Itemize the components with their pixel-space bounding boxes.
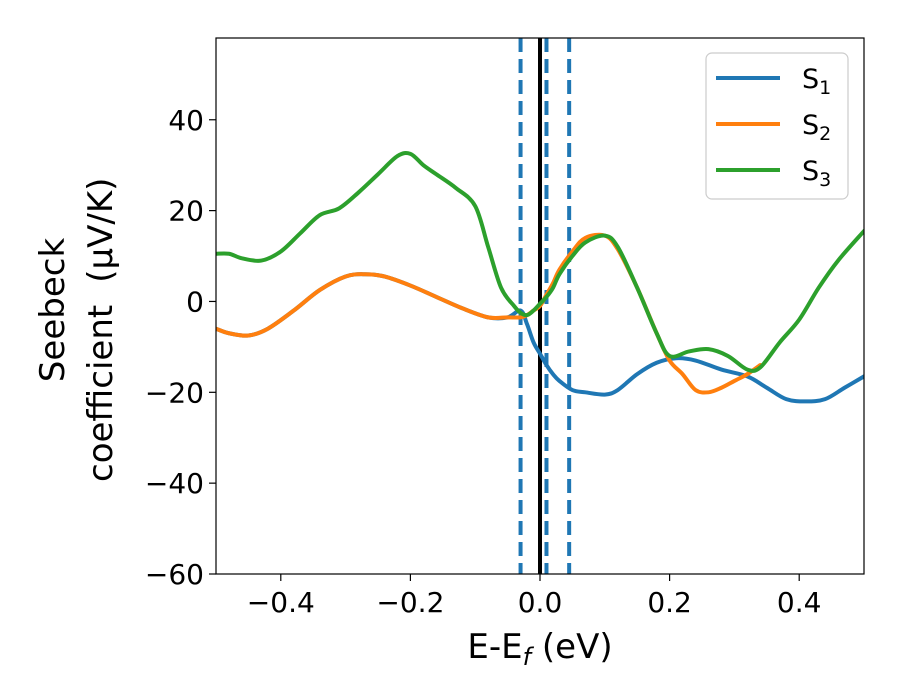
x-axis-label-unit: (eV) xyxy=(531,627,613,667)
legend-label-subscript: 1 xyxy=(819,77,831,99)
x-tick-label: −0.2 xyxy=(376,586,444,619)
y-tick-label: 0 xyxy=(186,285,204,318)
y-tick-label: −40 xyxy=(145,467,204,500)
legend-label-main: S xyxy=(802,110,819,141)
legend-label-s1: S1 xyxy=(802,64,831,99)
series-lines xyxy=(216,150,864,404)
x-tick-label: 0.0 xyxy=(518,586,563,619)
x-tick-label: 0.4 xyxy=(777,586,822,619)
y-tick-label: 40 xyxy=(168,104,204,137)
legend-label-s3: S3 xyxy=(802,156,831,191)
x-axis-label: E-Ef (eV) xyxy=(467,627,612,671)
y-axis-label-line2: coefficient (μV/K) xyxy=(81,178,121,482)
y-tick-label: 20 xyxy=(168,195,204,228)
legend-label-main: S xyxy=(802,64,819,95)
legend-label-subscript: 2 xyxy=(819,123,831,145)
legend-label-s2: S2 xyxy=(802,110,831,145)
series-line-s3 xyxy=(216,150,864,373)
x-tick-label: −0.4 xyxy=(247,586,315,619)
y-tick-label: −60 xyxy=(145,558,204,591)
y-axis-label-line1: Seebeck xyxy=(33,238,73,383)
y-axis-label-unit: (μV/K) xyxy=(81,178,121,283)
x-axis-ticks: −0.4 −0.2 0.0 0.2 0.4 xyxy=(247,574,822,619)
legend-label-subscript: 3 xyxy=(819,169,831,191)
x-tick-label: 0.2 xyxy=(647,586,692,619)
y-axis-ticks: −60 −40 −20 0 20 40 xyxy=(145,104,216,591)
legend-label-main: S xyxy=(802,156,819,187)
y-tick-label: −20 xyxy=(145,376,204,409)
x-axis-label-main: E-E xyxy=(467,627,522,667)
y-axis-label-coefficient: coefficient xyxy=(81,305,121,482)
